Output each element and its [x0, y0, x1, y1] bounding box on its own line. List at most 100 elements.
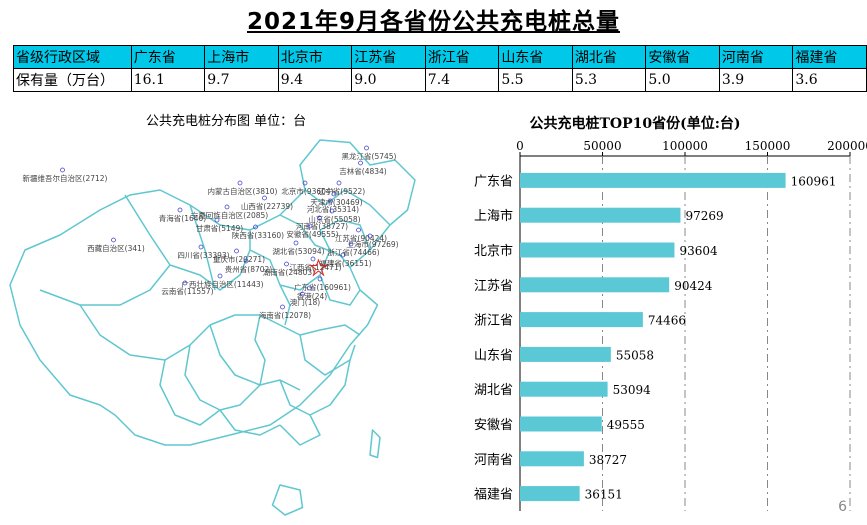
province-boundary: [304, 189, 346, 206]
province-boundary: [169, 230, 251, 291]
map-province-label: 四川省(33393): [177, 250, 229, 260]
map-marker: [280, 304, 285, 310]
province-cell: 山东省: [498, 45, 573, 69]
taiwan-outline: [369, 429, 381, 459]
map-province-label: 福建省(36151): [319, 258, 371, 268]
province-boundary: [279, 359, 351, 416]
x-tick-label: 200000: [827, 139, 867, 153]
map-province-label: 浙江省(74466): [327, 247, 379, 257]
map-province-label: 贵州省(8702): [225, 264, 273, 274]
map-province-label: 湖南省(24803): [263, 267, 315, 277]
bar: [520, 207, 681, 223]
map-marker: [317, 215, 322, 221]
category-label: 广东省: [474, 174, 513, 189]
map-province-label: 内蒙古自治区(3810): [208, 186, 278, 196]
province-cell: 上海市: [204, 45, 279, 69]
hainan-outline: [271, 484, 304, 516]
map-marker: [182, 280, 188, 286]
map-marker: [340, 252, 346, 258]
province-boundary: [344, 189, 391, 226]
category-label: 江苏省: [474, 278, 513, 294]
bar: [520, 312, 643, 328]
bar: [520, 172, 786, 188]
data-label: 49555: [607, 418, 645, 432]
summary-table: 省级行政区域 广东省 上海市 北京市 江苏省 浙江省 山东省 湖北省 安徽省 河…: [13, 45, 867, 92]
x-tick-label: 0: [516, 139, 524, 153]
map-province-label: 甘肃省(5149): [196, 223, 244, 233]
map-marker: [307, 223, 313, 229]
map-marker: [243, 258, 249, 264]
category-label: 河南省: [474, 452, 513, 468]
map-province-label: 宁夏回族自治区(2085): [191, 210, 269, 220]
value-cell: 9.4: [277, 68, 353, 92]
map-province-label: 新疆维吾尔自治区(2712): [23, 173, 108, 183]
province-cell: 北京市: [277, 45, 353, 69]
map-marker: [329, 208, 335, 214]
map-marker: [358, 160, 363, 166]
province-boundary: [209, 324, 301, 391]
data-label: 97269: [685, 209, 723, 223]
data-label: 74466: [648, 314, 686, 328]
map-province-label: 海南省(12078): [259, 310, 311, 320]
map-province-label: 云南省(11557): [161, 286, 213, 296]
map-province-label: 青海省(1640): [159, 213, 207, 223]
value-cell: 16.1: [130, 68, 206, 92]
map-marker: [237, 180, 243, 186]
data-label: 90424: [674, 279, 713, 293]
data-label: 55058: [616, 348, 654, 362]
province-boundary: [184, 344, 261, 411]
map-marker: [328, 198, 333, 204]
province-cell: 江苏省: [351, 45, 426, 69]
province-boundary: [219, 409, 281, 436]
province-boundary: [319, 274, 361, 306]
province-boundary: [209, 314, 361, 336]
map-marker: [262, 195, 267, 201]
x-tick-label: 50000: [583, 139, 621, 153]
bar: [520, 451, 584, 467]
map-marker: [217, 273, 223, 279]
map-province-label: 山东省(55058): [308, 214, 360, 224]
province-boundary: [189, 204, 216, 291]
data-label: 38727: [589, 453, 627, 467]
map-marker: [356, 227, 361, 233]
province-cell: 河南省: [718, 45, 794, 69]
page-title: 2021年9月各省份公共充电桩总量: [246, 9, 621, 35]
category-label: 福建省: [474, 488, 513, 503]
bar: [520, 277, 670, 293]
value-header-cell: 保有量（万台）: [13, 68, 132, 92]
map-province-label: 江苏省(90424): [335, 233, 387, 243]
category-label: 湖北省: [474, 383, 513, 398]
map-marker: [310, 256, 316, 262]
map-marker: [302, 180, 308, 186]
value-cell: 3.6: [792, 68, 867, 92]
data-label: 160961: [791, 174, 837, 188]
map-marker: [177, 207, 183, 213]
value-cell: 3.9: [718, 68, 794, 92]
value-cell: 5.0: [645, 68, 720, 92]
china-distribution-map: 黑龙江省(5745) 吉林省(4834) 新疆维吾尔自治区(2712) 辽宁省(952…: [9, 139, 416, 516]
data-label: 53094: [613, 383, 652, 397]
map-marker: [284, 261, 289, 267]
category-label: 北京市: [474, 243, 513, 259]
map-province-label: 安徽省(49555): [286, 229, 338, 239]
province-cell: 广东省: [130, 45, 206, 69]
map-marker: [234, 248, 239, 254]
province-boundary: [159, 359, 221, 426]
province-boundary: [319, 219, 371, 251]
province-boundary: [254, 314, 266, 386]
bar: [520, 416, 602, 432]
map-province-label: 上海市(97269): [346, 239, 398, 249]
map-title: 公共充电桩分布图 单位：台: [146, 114, 307, 129]
province-cell: 福建省: [792, 45, 867, 69]
map-marker: [198, 244, 204, 250]
category-label: 山东省: [474, 348, 513, 363]
map-marker: [348, 241, 354, 247]
map-province-label: 河南省(38727): [296, 221, 348, 231]
province-cell: 安徽省: [645, 45, 720, 69]
map-province-label: 湖北省(53094): [272, 246, 324, 256]
map-marker: [331, 191, 337, 197]
map-marker: [111, 237, 116, 243]
province-boundary: [279, 414, 321, 446]
bar: [520, 381, 608, 397]
map-province-label: 西藏自治区(341): [87, 243, 145, 253]
